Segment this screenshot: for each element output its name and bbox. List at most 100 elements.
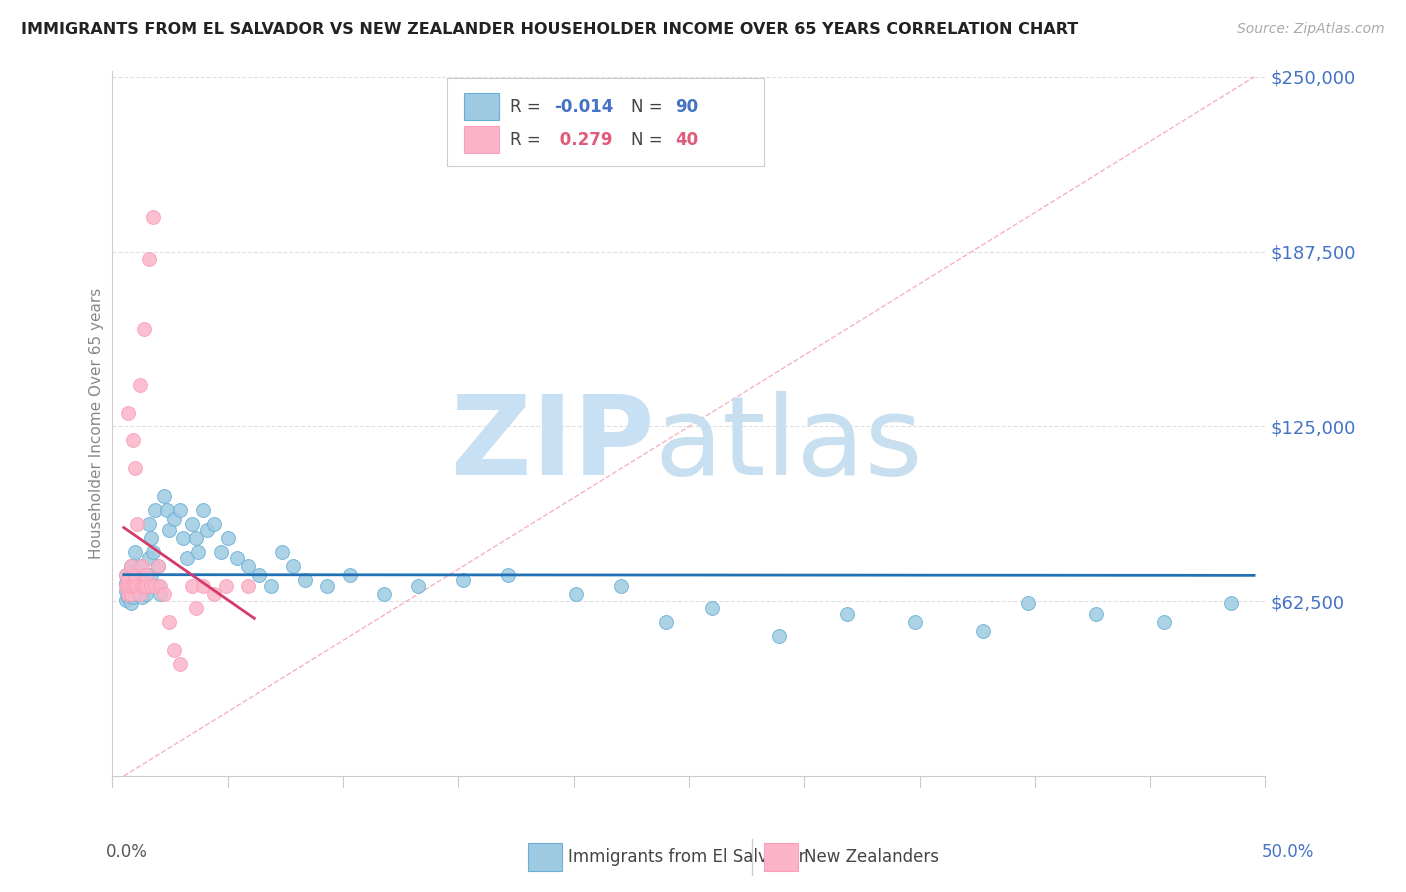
Point (127, 574, 149, 588)
Point (157, 615, 180, 630)
Point (180, 579, 202, 593)
Point (294, 574, 316, 588)
Point (339, 567, 361, 582)
Point (127, 517, 149, 532)
Point (115, 567, 138, 582)
Point (115, 576, 138, 591)
Point (146, 559, 169, 574)
Point (1220, 596, 1243, 610)
Text: IMMIGRANTS FROM EL SALVADOR VS NEW ZEALANDER HOUSEHOLDER INCOME OVER 65 YEARS CO: IMMIGRANTS FROM EL SALVADOR VS NEW ZEALA… (21, 22, 1078, 37)
Point (172, 532, 194, 546)
Point (124, 579, 146, 593)
Point (120, 587, 142, 601)
Point (127, 565, 149, 579)
Text: R =: R = (510, 131, 547, 149)
Point (139, 532, 162, 546)
Point (127, 576, 149, 591)
Point (768, 629, 790, 643)
Point (156, 503, 179, 517)
Point (121, 584, 143, 599)
Point (565, 587, 588, 601)
Point (145, 579, 167, 593)
Text: 50.0%: 50.0% (1263, 843, 1315, 861)
Point (217, 532, 239, 546)
Point (139, 567, 162, 582)
Point (131, 570, 153, 584)
Point (117, 405, 139, 419)
Point (121, 590, 143, 604)
Point (451, 574, 474, 588)
Text: atlas: atlas (654, 392, 922, 499)
Point (145, 503, 167, 517)
Text: Source: ZipAtlas.com: Source: ZipAtlas.com (1237, 22, 1385, 37)
Point (120, 559, 142, 574)
Point (117, 587, 139, 601)
Point (149, 579, 172, 593)
Point (236, 579, 259, 593)
Point (142, 579, 165, 593)
Point (117, 590, 139, 604)
Point (972, 624, 994, 638)
Point (120, 596, 142, 610)
Point (249, 567, 271, 582)
Point (655, 615, 678, 630)
Point (115, 579, 138, 593)
Text: 90: 90 (675, 97, 699, 116)
FancyBboxPatch shape (464, 127, 499, 153)
Point (180, 517, 202, 532)
Point (117, 579, 139, 593)
Point (184, 532, 207, 546)
Text: -0.014: -0.014 (554, 97, 613, 116)
Point (373, 587, 395, 601)
Y-axis label: Householder Income Over 65 years: Householder Income Over 65 years (89, 288, 104, 559)
Point (225, 550, 247, 565)
Text: 0.279: 0.279 (554, 131, 613, 149)
Point (115, 567, 138, 582)
Point (120, 565, 142, 579)
Point (121, 570, 143, 584)
Point (117, 582, 139, 596)
Text: N =: N = (631, 131, 668, 149)
Point (124, 567, 146, 582)
Point (316, 579, 339, 593)
Text: R =: R = (510, 97, 547, 116)
Point (153, 587, 176, 601)
Point (176, 550, 198, 565)
Point (197, 523, 219, 537)
FancyBboxPatch shape (527, 843, 562, 871)
Point (124, 545, 146, 559)
Point (214, 579, 236, 593)
Point (146, 559, 169, 574)
Point (127, 582, 149, 596)
Point (260, 579, 283, 593)
Text: Immigrants from El Salvador: Immigrants from El Salvador (568, 848, 806, 866)
Point (184, 601, 207, 615)
Text: 40: 40 (675, 131, 699, 149)
Point (124, 567, 146, 582)
Point (134, 321, 156, 335)
Point (128, 559, 150, 574)
Point (124, 587, 146, 601)
Point (209, 545, 232, 559)
Point (117, 570, 139, 584)
Point (406, 579, 429, 593)
Point (115, 592, 138, 607)
Point (120, 582, 142, 596)
FancyBboxPatch shape (464, 93, 499, 120)
Point (191, 503, 214, 517)
Point (120, 574, 142, 588)
Point (496, 567, 519, 582)
Point (271, 545, 294, 559)
FancyBboxPatch shape (447, 78, 763, 167)
Point (128, 579, 150, 593)
Text: N =: N = (631, 97, 668, 116)
Point (236, 559, 259, 574)
Point (135, 567, 157, 582)
FancyBboxPatch shape (763, 843, 799, 871)
Point (131, 559, 153, 574)
Point (169, 503, 191, 517)
Text: 0.0%: 0.0% (105, 843, 148, 861)
Text: ZIP: ZIP (451, 392, 654, 499)
Point (700, 601, 723, 615)
Point (120, 559, 142, 574)
